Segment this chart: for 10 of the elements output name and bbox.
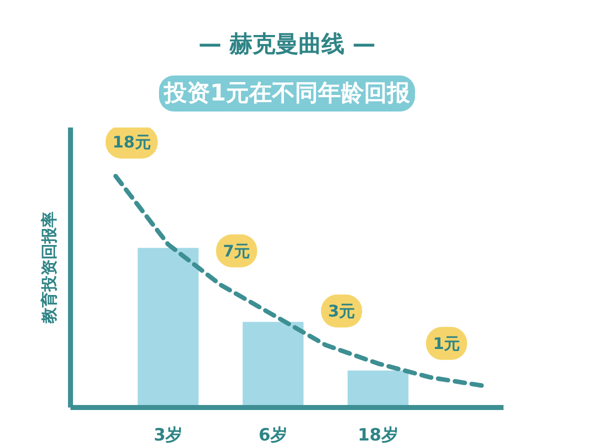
y-axis-title: 教育投资回报率: [40, 212, 58, 324]
x-tick-label: 3岁: [154, 426, 183, 446]
x-tick-label: 6岁: [258, 426, 288, 446]
x-tick-label: 18岁: [358, 426, 398, 446]
annotation: 7元: [223, 241, 250, 260]
chart-subtitle: 投资1元在不同年龄回报: [163, 80, 411, 106]
annotation: 1元: [432, 334, 460, 353]
annotation: 3元: [328, 302, 356, 321]
text: 18元: [112, 132, 151, 152]
chart-title: — 赫克曼曲线 —: [198, 32, 376, 58]
